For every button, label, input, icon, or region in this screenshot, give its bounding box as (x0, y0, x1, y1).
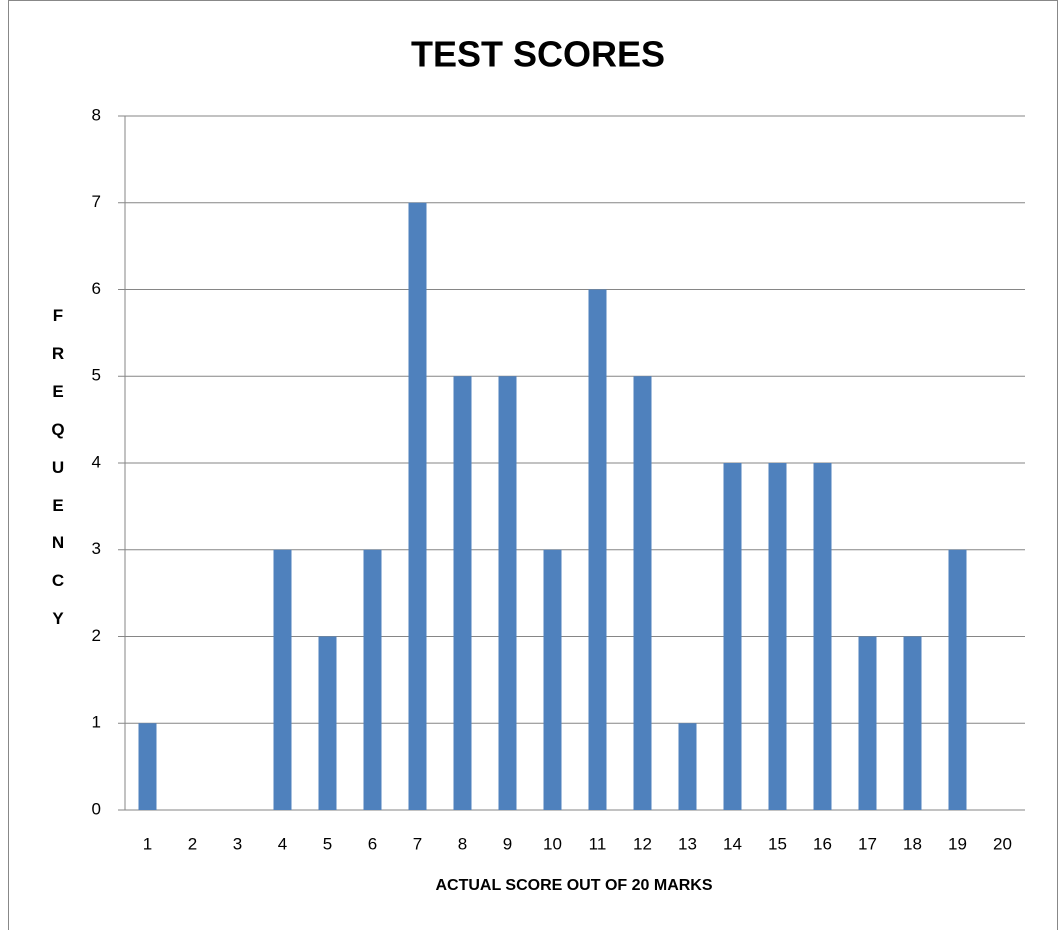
x-tick-label: 10 (543, 834, 562, 853)
x-tick-label: 2 (188, 834, 197, 853)
bar (138, 723, 157, 810)
bar (768, 463, 787, 810)
bar (408, 202, 427, 810)
bar (858, 636, 877, 810)
y-tick-label: 7 (92, 192, 101, 211)
y-tick-label: 2 (92, 626, 101, 645)
x-tick-label: 20 (993, 834, 1012, 853)
bar (588, 289, 607, 810)
y-tick-label: 5 (92, 366, 101, 385)
bar (273, 549, 292, 810)
x-tick-label: 3 (233, 834, 242, 853)
x-tick-label: 4 (278, 834, 287, 853)
bar (633, 376, 652, 810)
x-tick-label: 6 (368, 834, 377, 853)
bar (723, 463, 742, 810)
bar (813, 463, 832, 810)
bar (948, 549, 967, 810)
chart-border (8, 0, 1058, 930)
bar (318, 636, 337, 810)
bar (453, 376, 472, 810)
bar (498, 376, 517, 810)
x-tick-label: 9 (503, 834, 512, 853)
y-tick-label: 6 (92, 279, 101, 298)
x-tick-label: 14 (723, 834, 742, 853)
x-tick-label: 15 (768, 834, 787, 853)
y-tick-label: 4 (92, 452, 101, 471)
bar (543, 549, 562, 810)
y-tick-label: 8 (92, 105, 101, 124)
bar (678, 723, 697, 810)
x-tick-label: 12 (633, 834, 652, 853)
x-tick-label: 11 (589, 834, 607, 853)
x-tick-label: 19 (948, 834, 967, 853)
y-tick-label: 0 (92, 799, 101, 818)
x-tick-label: 18 (903, 834, 922, 853)
x-tick-label: 5 (323, 834, 332, 853)
x-tick-label: 17 (858, 834, 877, 853)
x-axis-label: ACTUAL SCORE OUT OF 20 MARKS (435, 877, 712, 894)
x-tick-label: 16 (813, 834, 832, 853)
bar (903, 636, 922, 810)
bar (363, 549, 382, 810)
chart-title: TEST SCORES (411, 34, 665, 75)
x-tick-label: 13 (678, 834, 697, 853)
y-axis-label: FREQUENCY (51, 306, 65, 629)
y-tick-label: 1 (92, 713, 101, 732)
x-tick-label: 1 (143, 834, 152, 853)
x-tick-label: 7 (413, 834, 422, 853)
x-tick-label: 8 (458, 834, 467, 853)
y-tick-label: 3 (92, 539, 101, 558)
